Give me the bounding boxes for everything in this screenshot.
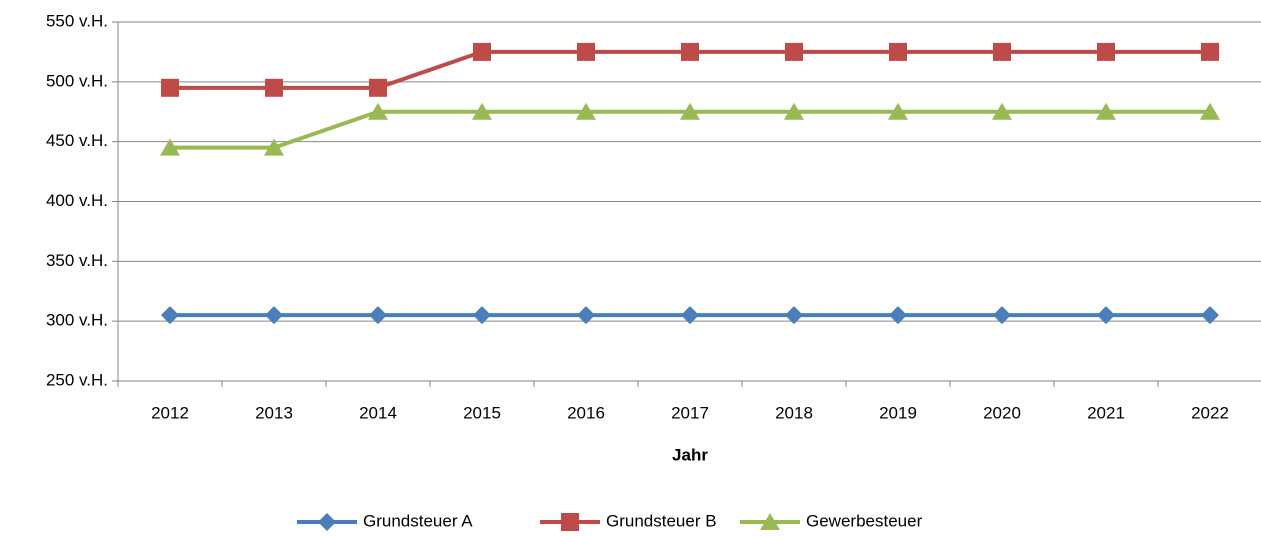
data-point [577,306,595,325]
y-tick-label: 400 v.H. [46,191,108,210]
data-point [369,306,387,325]
data-point [160,138,180,156]
data-point [889,306,907,325]
x-tick-label: 2016 [567,403,605,422]
x-tick-label: 2015 [463,403,501,422]
y-tick-label: 450 v.H. [46,131,108,150]
data-point [993,306,1011,325]
y-tick-label: 250 v.H. [46,370,108,389]
data-point [1097,306,1115,325]
data-point [681,42,699,61]
x-tick-label: 2020 [983,403,1021,422]
data-point [473,306,491,325]
x-tick-label: 2019 [879,403,917,422]
data-point [1201,42,1219,61]
x-tick-label: 2012 [151,403,189,422]
data-point [264,138,284,156]
data-point [785,42,803,61]
x-tick-label: 2013 [255,403,293,422]
y-tick-label: 550 v.H. [46,11,108,30]
x-tick-label: 2018 [775,403,813,422]
x-tick-label: 2022 [1191,403,1229,422]
data-point [784,102,804,120]
data-point [1200,102,1220,120]
x-axis-label: Jahr [672,445,708,464]
data-point [1201,306,1219,325]
data-point [993,42,1011,61]
data-point [161,306,179,325]
legend-label: Grundsteuer B [606,511,717,530]
y-tick-label: 300 v.H. [46,311,108,330]
data-point [681,306,699,325]
data-point [473,42,491,61]
y-tick-label: 500 v.H. [46,71,108,90]
data-point [576,102,596,120]
data-point [161,78,179,97]
legend-marker [318,513,336,531]
data-point [680,102,700,120]
x-tick-label: 2014 [359,403,397,422]
data-point [369,78,387,97]
data-point [265,306,283,325]
x-tick-label: 2017 [671,403,709,422]
y-tick-label: 350 v.H. [46,251,108,270]
legend-marker [760,513,780,530]
legend-marker [561,513,579,531]
legend-label: Grundsteuer A [363,511,473,530]
legend-label: Gewerbesteuer [806,511,923,530]
data-point [1097,42,1115,61]
data-point [992,102,1012,120]
data-point [265,78,283,97]
data-point [785,306,803,325]
data-point [368,102,388,120]
data-point [889,42,907,61]
data-point [472,102,492,120]
data-point [577,42,595,61]
data-point [1096,102,1116,120]
data-point [888,102,908,120]
x-tick-label: 2021 [1087,403,1125,422]
